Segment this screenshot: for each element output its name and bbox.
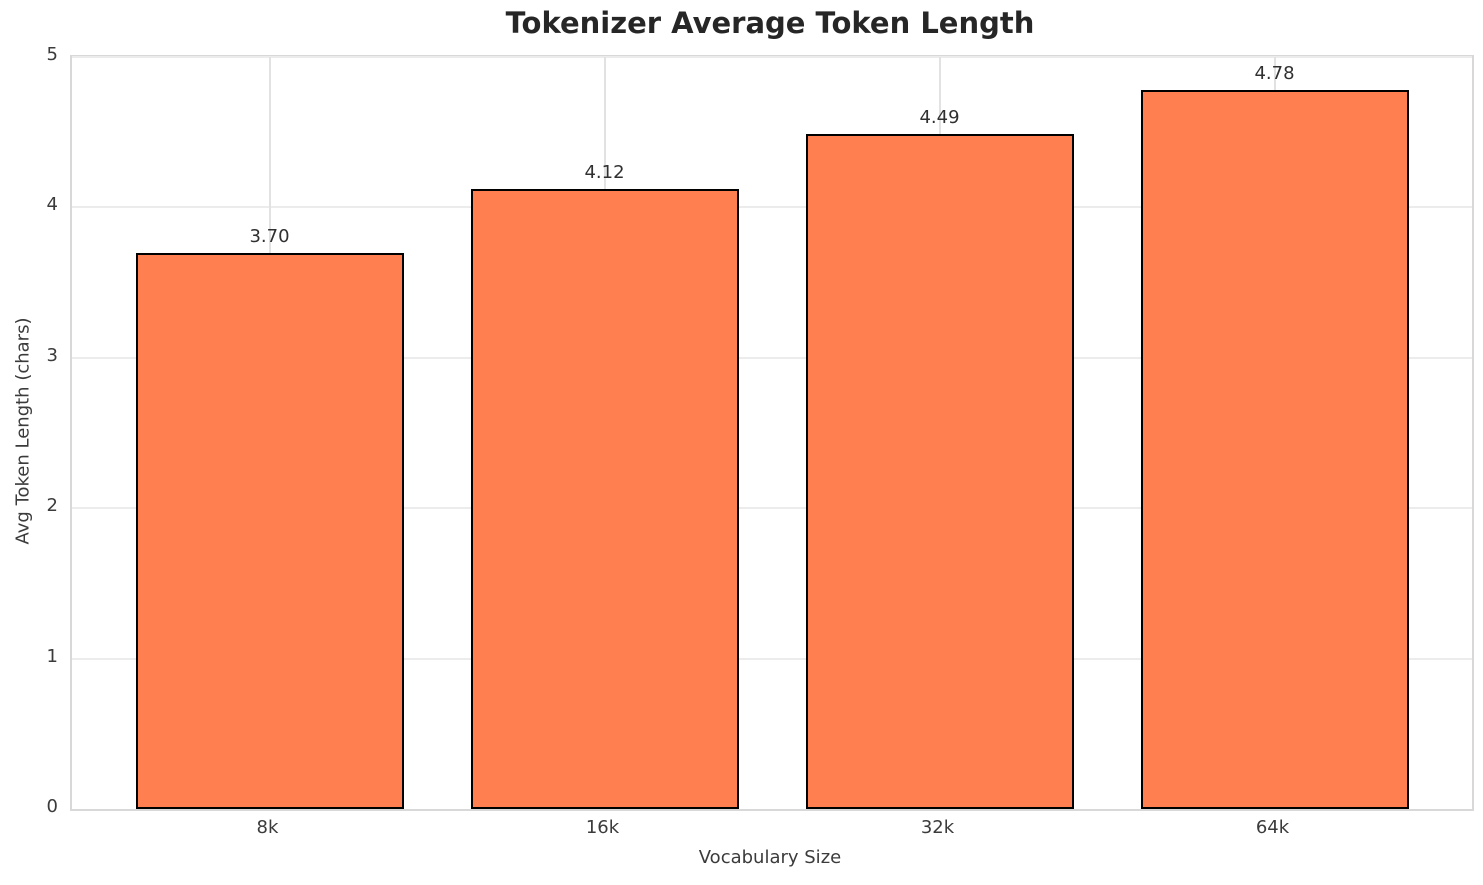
gridline-y-3 — [72, 356, 1472, 359]
bar-8k — [135, 252, 404, 809]
bar-64k — [1140, 90, 1409, 809]
y-tick-label-5: 5 — [46, 44, 58, 65]
bar-32k — [805, 133, 1074, 809]
y-axis-tick-labels: 0 1 2 3 4 5 — [0, 44, 58, 817]
gridline-y-1 — [72, 657, 1472, 660]
plot-area: 3.70 4.12 4.49 4.78 — [70, 55, 1474, 811]
y-tick-label-3: 3 — [46, 344, 58, 366]
x-tick-label-16k: 16k — [585, 817, 620, 838]
x-tick-label-32k: 32k — [920, 817, 955, 838]
x-axis-tick-labels: 8k 16k 32k 64k — [70, 807, 1470, 841]
gridline-y-2 — [72, 507, 1472, 510]
y-tick-label-1: 1 — [46, 645, 58, 667]
gridline-y-5 — [72, 56, 1472, 58]
chart-title: Tokenizer Average Token Length — [505, 6, 1035, 40]
bar-16k — [470, 189, 739, 809]
y-tick-label-4: 4 — [46, 194, 58, 216]
x-tick-label-8k: 8k — [256, 817, 279, 838]
bar-value-label-32k: 4.49 — [919, 106, 960, 128]
y-tick-label-0: 0 — [46, 796, 58, 817]
y-tick-label-2: 2 — [46, 495, 58, 517]
bar-value-label-16k: 4.12 — [584, 162, 625, 184]
gridline-y-4 — [72, 206, 1472, 209]
bar-value-label-64k: 4.78 — [1254, 63, 1295, 85]
bar-value-label-8k: 3.70 — [249, 225, 290, 247]
x-tick-label-64k: 64k — [1255, 817, 1290, 838]
x-axis-label: Vocabulary Size — [698, 847, 842, 868]
